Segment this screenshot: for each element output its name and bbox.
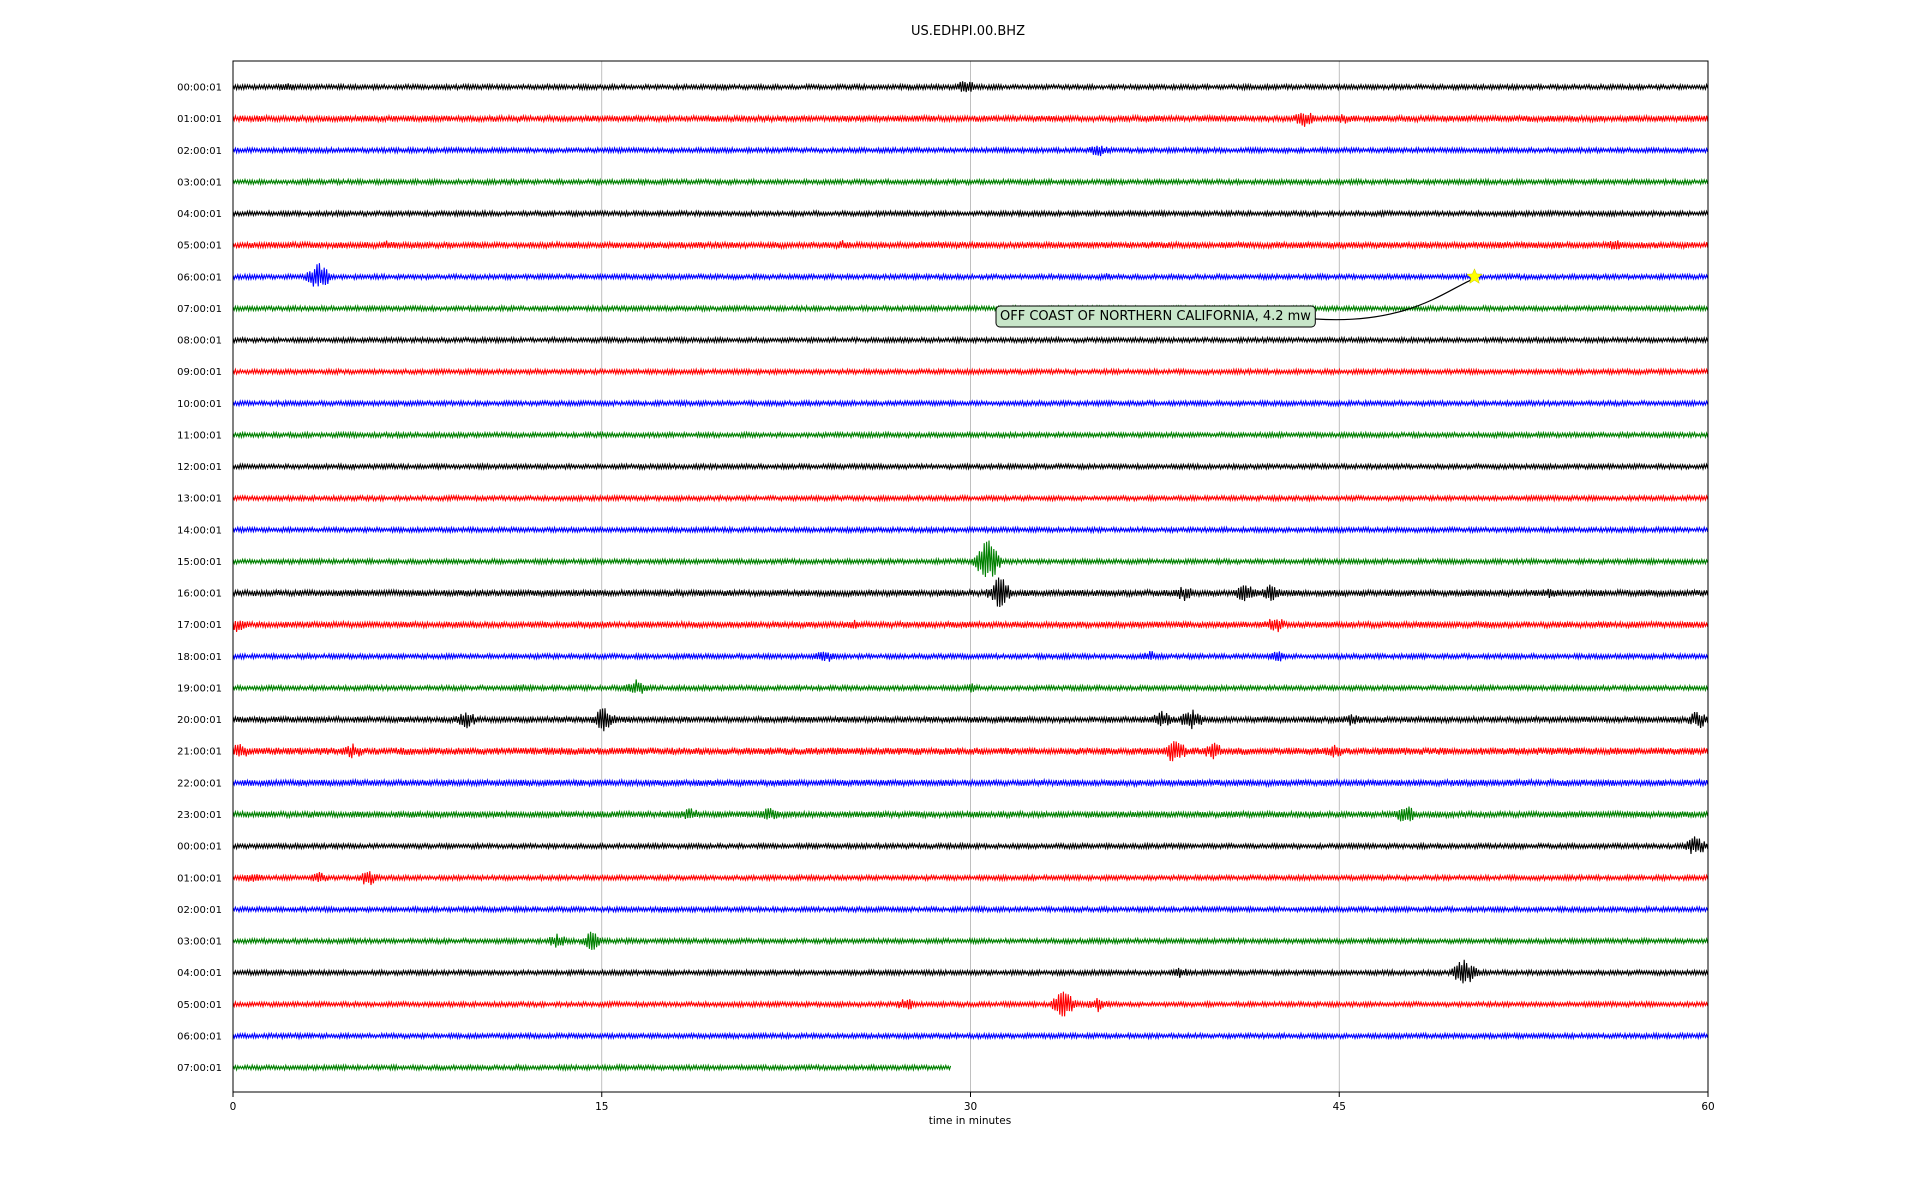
row-time-label: 09:00:01 <box>177 367 222 378</box>
trace-row-15 <box>232 540 1709 578</box>
trace-row-24 <box>232 836 1709 855</box>
row-time-label: 05:00:01 <box>177 1000 222 1011</box>
row-time-label: 15:00:01 <box>177 557 222 568</box>
trace-row-3 <box>232 177 1709 187</box>
trace-row-6 <box>232 263 1709 287</box>
trace-row-23 <box>232 806 1709 822</box>
trace-row-22 <box>232 777 1709 789</box>
annotation-leader-line <box>1315 279 1472 321</box>
row-time-label: 06:00:01 <box>177 1031 222 1042</box>
row-time-label: 04:00:01 <box>177 209 222 220</box>
trace-row-17 <box>232 618 1709 633</box>
row-time-label: 01:00:01 <box>177 873 222 884</box>
trace-row-2 <box>232 145 1709 157</box>
trace-row-30 <box>232 1031 1709 1041</box>
trace-row-21 <box>232 741 1709 762</box>
row-time-label: 07:00:01 <box>177 304 222 315</box>
row-time-label: 11:00:01 <box>177 430 222 441</box>
trace-row-16 <box>232 577 1709 608</box>
trace-row-25 <box>232 871 1709 886</box>
trace-row-12 <box>232 462 1709 472</box>
x-tick-label: 30 <box>964 1101 977 1113</box>
row-time-label: 03:00:01 <box>177 177 222 188</box>
trace-row-29 <box>232 991 1709 1017</box>
trace-row-13 <box>232 493 1709 503</box>
row-time-label: 21:00:01 <box>177 747 222 758</box>
row-time-label: 02:00:01 <box>177 146 222 157</box>
x-axis-label: time in minutes <box>929 1115 1011 1127</box>
row-time-label: 03:00:01 <box>177 937 222 948</box>
row-time-label: 01:00:01 <box>177 114 222 125</box>
x-tick-label: 0 <box>230 1101 237 1113</box>
trace-row-7 <box>232 303 1709 313</box>
chart-title: US.EDHPI.00.BHZ <box>911 24 1025 39</box>
row-time-label: 20:00:01 <box>177 715 222 726</box>
seismic-traces <box>232 81 1709 1072</box>
x-tick-label: 15 <box>595 1101 608 1113</box>
row-time-label: 06:00:01 <box>177 272 222 283</box>
row-time-label: 13:00:01 <box>177 494 222 505</box>
row-time-label: 18:00:01 <box>177 652 222 663</box>
trace-row-4 <box>232 208 1709 219</box>
trace-row-5 <box>232 240 1709 251</box>
row-time-label: 02:00:01 <box>177 905 222 916</box>
trace-row-20 <box>232 708 1709 732</box>
row-time-label: 04:00:01 <box>177 968 222 979</box>
trace-row-0 <box>232 81 1709 93</box>
annotation-text: OFF COAST OF NORTHERN CALIFORNIA, 4.2 mw <box>1000 309 1311 324</box>
trace-row-19 <box>232 679 1709 694</box>
trace-row-11 <box>232 430 1709 440</box>
trace-row-31 <box>232 1063 952 1072</box>
event-star-marker <box>1466 268 1483 284</box>
trace-row-28 <box>232 959 1709 984</box>
row-time-label: 00:00:01 <box>177 83 222 94</box>
trace-row-27 <box>232 931 1709 950</box>
row-time-label: 23:00:01 <box>177 810 222 821</box>
trace-row-26 <box>232 904 1709 914</box>
row-time-label: 14:00:01 <box>177 525 222 536</box>
annotation-box <box>995 305 1316 328</box>
grid-lines <box>601 61 1340 1092</box>
trace-row-10 <box>232 398 1709 408</box>
trace-row-1 <box>232 112 1709 127</box>
row-time-label: 00:00:01 <box>177 842 222 853</box>
row-time-label: 16:00:01 <box>177 589 222 600</box>
row-time-label: 22:00:01 <box>177 778 222 789</box>
x-tick-label: 60 <box>1701 1101 1714 1113</box>
row-time-label: 05:00:01 <box>177 241 222 252</box>
row-time-labels: 00:00:01 01:00:01 02:00:01 03:00:01 04:00:01… <box>177 83 222 1075</box>
x-axis-ticks: 0 15 30 45 60 <box>230 1092 1715 1113</box>
trace-row-18 <box>232 651 1709 662</box>
trace-row-9 <box>232 367 1709 377</box>
row-time-label: 10:00:01 <box>177 399 222 410</box>
row-time-label: 07:00:01 <box>177 1063 222 1074</box>
row-time-label: 17:00:01 <box>177 620 222 631</box>
x-tick-label: 45 <box>1333 1101 1346 1113</box>
trace-row-14 <box>232 525 1709 535</box>
row-time-label: 08:00:01 <box>177 336 222 347</box>
row-time-label: 12:00:01 <box>177 462 222 473</box>
row-time-label: 19:00:01 <box>177 683 222 694</box>
event-annotation: OFF COAST OF NORTHERN CALIFORNIA, 4.2 mw <box>995 268 1483 328</box>
trace-row-8 <box>232 335 1709 345</box>
